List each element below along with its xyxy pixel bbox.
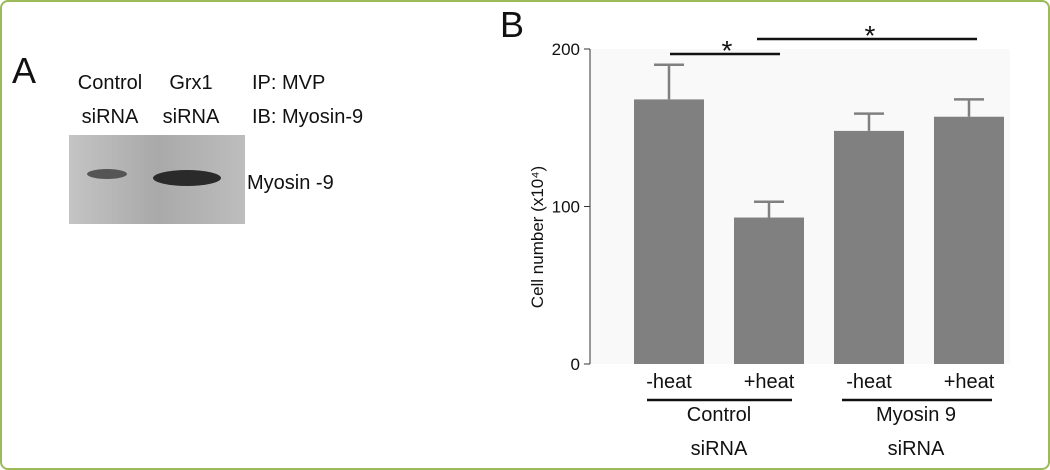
bar [634, 99, 704, 365]
y-axis-label: Cell number (x10⁴) [528, 166, 547, 308]
lane-label: Control siRNA [77, 72, 143, 128]
x-tick-label: +heat [944, 371, 995, 393]
bar [734, 217, 804, 364]
blot-band [153, 170, 221, 186]
panel-label: B [500, 4, 525, 45]
group-label: Control siRNA [686, 404, 752, 460]
x-tick-label: +heat [744, 371, 795, 393]
error-bar [854, 112, 884, 131]
significance-star: * [865, 20, 876, 51]
error-bar [954, 98, 984, 117]
error-bar [654, 63, 684, 100]
x-tick-label: -heat [646, 371, 692, 393]
y-tick-label: 0 [571, 355, 580, 374]
ip-label: IP: MVP [252, 72, 326, 94]
x-tick-label: -heat [846, 371, 892, 393]
y-tick-label: 200 [552, 40, 580, 59]
ib-label: IB: Myosin-9 [252, 106, 364, 128]
significance-star: * [722, 35, 733, 66]
bar [934, 116, 1004, 364]
group-label: Myosin 9 siRNA [875, 404, 957, 460]
band-label: Myosin -9 [247, 172, 334, 194]
lane-label: Grx1 siRNA [162, 72, 220, 128]
error-bar [754, 200, 784, 218]
blot-band [87, 169, 127, 179]
panel-label: A [12, 50, 37, 91]
bar [834, 130, 904, 364]
y-tick-label: 100 [552, 198, 580, 217]
